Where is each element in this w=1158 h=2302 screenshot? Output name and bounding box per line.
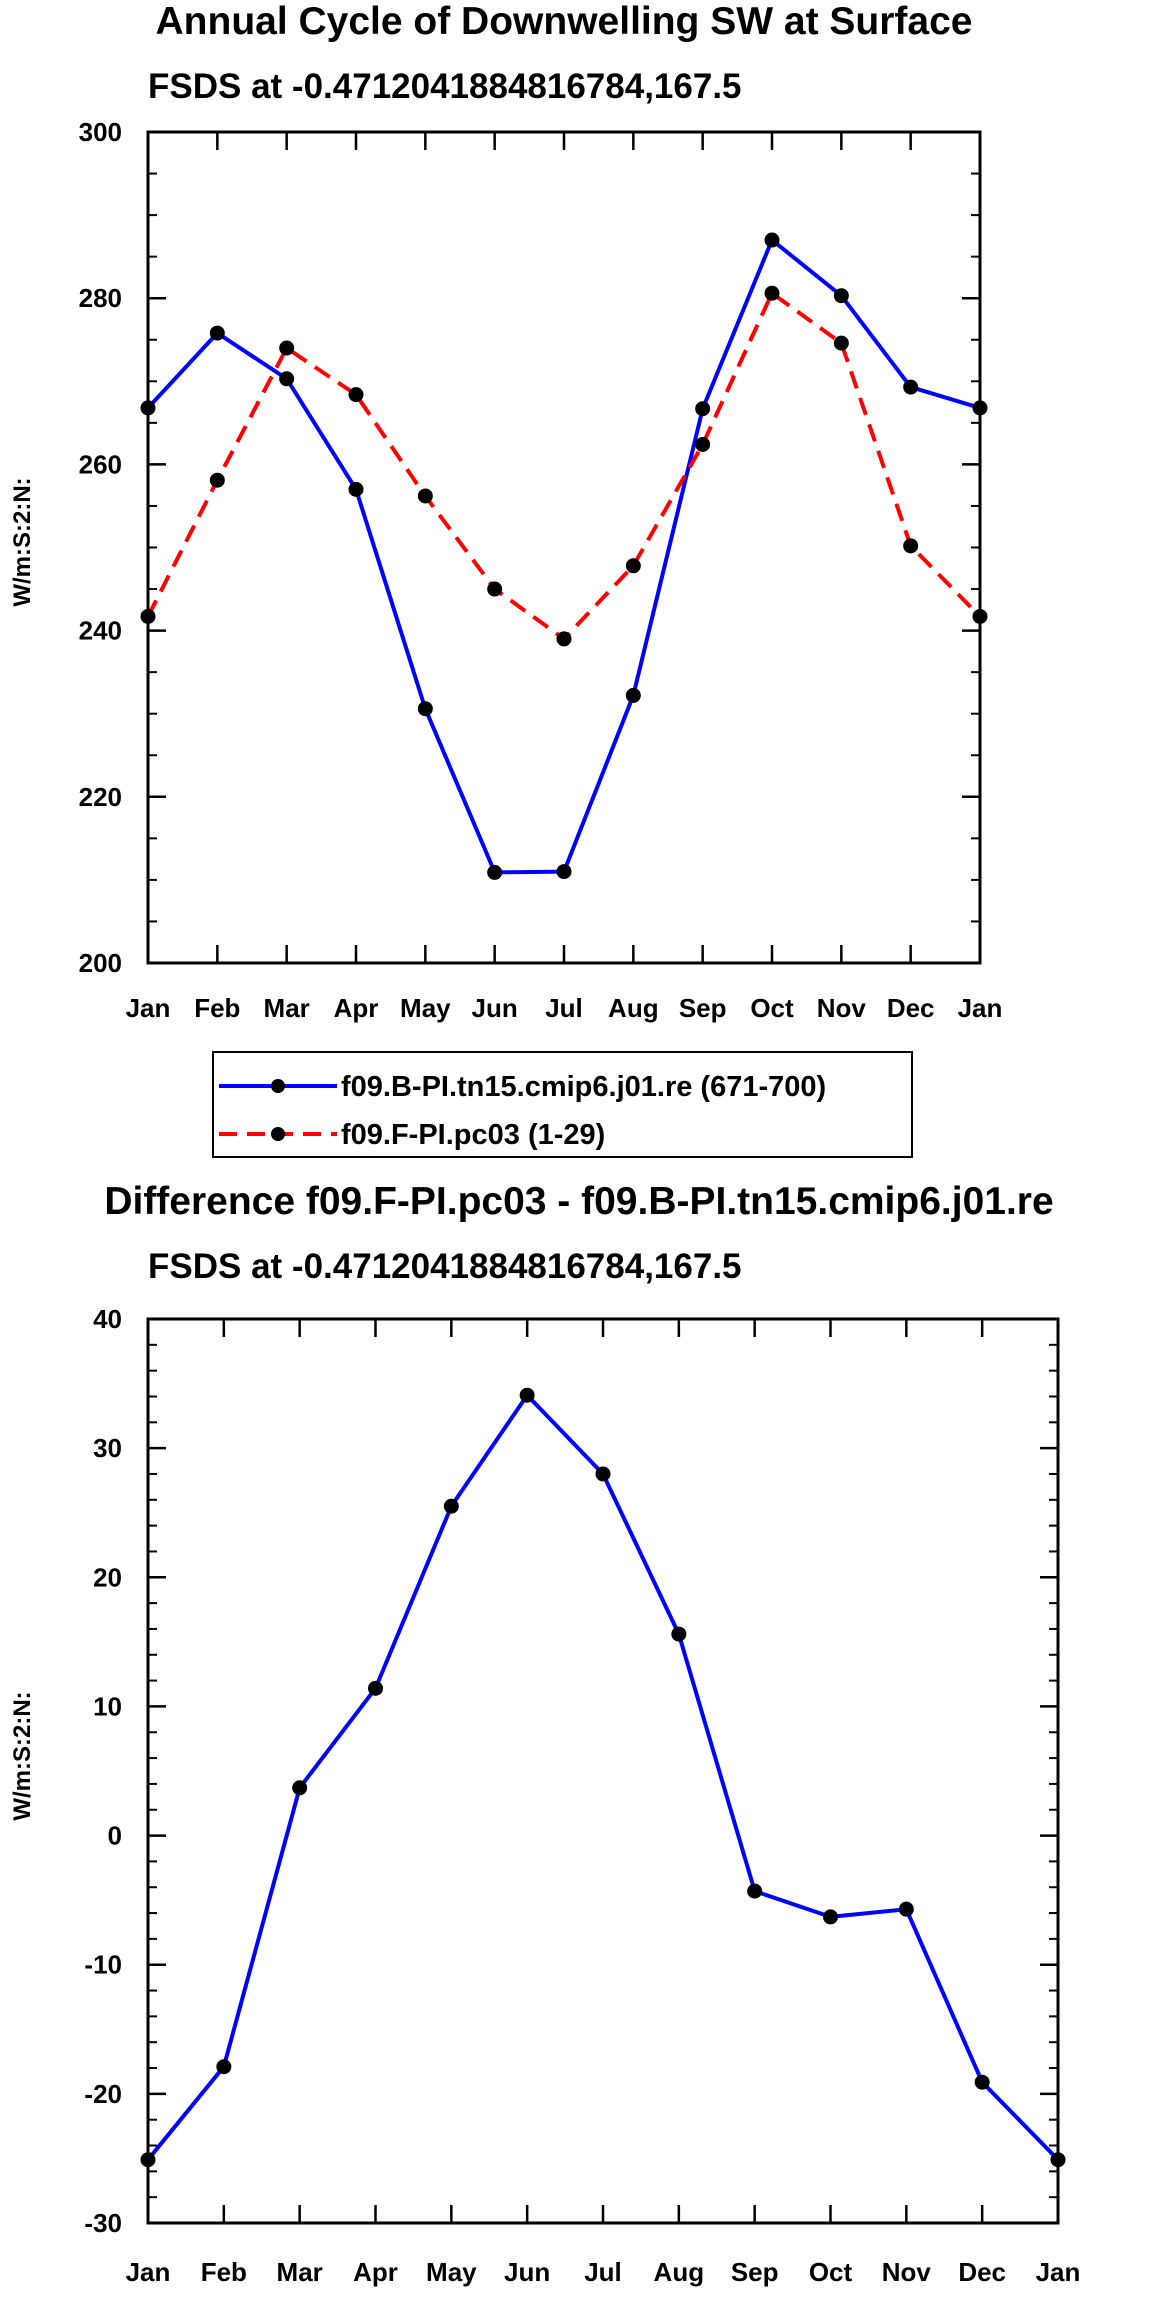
x-tick-label: Jan (126, 993, 171, 1023)
y-tick-label: 30 (93, 1433, 122, 1463)
data-point-series-2 (348, 387, 364, 403)
data-point-series-1 (747, 1883, 763, 1899)
x-tick-label: Sep (679, 993, 727, 1023)
x-tick-label: Jul (584, 2257, 622, 2287)
x-tick-label: Sep (731, 2257, 779, 2287)
series-line-1 (146, 238, 981, 875)
plot-frame (146, 1317, 1060, 2225)
data-point-series-2 (903, 538, 919, 554)
chart-title: Difference f09.F-PI.pc03 - f09.B-PI.tn15… (104, 1180, 1053, 1223)
data-point-series-1 (140, 2152, 156, 2168)
x-tick-label: Aug (608, 993, 659, 1023)
y-tick-label: 240 (79, 616, 122, 646)
data-point-series-2 (764, 285, 780, 301)
x-tick-label: Feb (201, 2257, 247, 2287)
data-point-series-1 (972, 400, 988, 416)
data-point-series-1 (764, 232, 780, 248)
x-tick-label: Jun (504, 2257, 550, 2287)
y-tick-label: 0 (108, 1821, 122, 1851)
y-axis-label: W/m:S:2:N: (9, 1691, 36, 1820)
y-tick-label: 220 (79, 782, 122, 812)
data-point-series-1 (443, 1498, 459, 1514)
x-tick-label: Jan (1036, 2257, 1081, 2287)
x-tick-label: Jul (545, 993, 583, 1023)
y-tick-label: 200 (79, 948, 122, 978)
y-tick-label: 20 (93, 1562, 122, 1592)
x-tick-label: Jan (126, 2257, 171, 2287)
data-point-series-1 (292, 1780, 308, 1796)
data-point-series-1 (140, 400, 156, 416)
data-point-series-1 (595, 1466, 611, 1482)
data-point-series-1 (898, 1901, 914, 1917)
data-point-series-1 (487, 864, 503, 880)
x-tick-label: May (426, 2257, 477, 2287)
data-point-series-1 (556, 864, 572, 880)
data-point-series-1 (671, 1626, 687, 1642)
legend-label-series-2: f09.F-PI.pc03 (1-29) (341, 1119, 605, 1151)
data-point-series-1 (209, 325, 225, 341)
x-tick-label: Nov (882, 2257, 932, 2287)
y-tick-label: 10 (93, 1691, 122, 1721)
data-point-series-2 (417, 488, 433, 504)
y-tick-label: -10 (84, 1950, 122, 1980)
chart-subtitle: FSDS at -0.4712041884816784,167.5 (148, 67, 742, 106)
data-point-series-2 (695, 436, 711, 452)
legend: f09.B-PI.tn15.cmip6.j01.re (671-700) f09… (212, 1051, 913, 1158)
x-tick-label: Mar (264, 993, 310, 1023)
data-point-series-1 (216, 2059, 232, 2075)
x-tick-label: Mar (277, 2257, 323, 2287)
x-tick-label: May (400, 993, 451, 1023)
data-point-series-1 (695, 401, 711, 417)
x-tick-label: Dec (887, 993, 935, 1023)
x-tick-label: Feb (194, 993, 240, 1023)
data-point-series-2 (279, 340, 295, 356)
x-tick-label: Apr (353, 2257, 398, 2287)
y-tick-label: -30 (84, 2208, 122, 2238)
x-tick-label: Jun (472, 993, 518, 1023)
x-tick-label: Aug (654, 2257, 705, 2287)
y-tick-label: 280 (79, 283, 122, 313)
data-point-series-1 (833, 288, 849, 304)
data-point-series-1 (823, 1909, 838, 1925)
x-tick-label: Nov (817, 993, 867, 1023)
series-line-2 (146, 291, 982, 641)
x-tick-label: Dec (958, 2257, 1006, 2287)
data-point-series-2 (625, 558, 641, 574)
data-point-series-2 (972, 608, 988, 624)
x-tick-label: Jan (958, 993, 1003, 1023)
data-point-series-2 (833, 335, 849, 351)
legend-box (212, 1051, 913, 1158)
data-point-series-2 (487, 581, 503, 597)
series-line-1 (146, 1393, 1060, 2162)
data-point-series-1 (368, 1680, 383, 1696)
data-point-series-1 (348, 481, 364, 497)
y-axis-label: W/m:S:2:N: (9, 477, 36, 606)
data-point-series-1 (974, 2074, 990, 2090)
data-point-series-1 (279, 371, 295, 387)
data-point-series-2 (556, 631, 572, 647)
data-point-series-1 (625, 687, 641, 703)
data-point-series-2 (140, 608, 156, 624)
legend-marker-series-2 (271, 1127, 285, 1141)
legend-marker-series-1 (271, 1079, 285, 1093)
legend-label-series-1: f09.B-PI.tn15.cmip6.j01.re (671-700) (341, 1071, 826, 1103)
y-tick-label: 300 (79, 117, 122, 147)
y-tick-label: 40 (93, 1304, 122, 1334)
data-point-series-1 (417, 701, 433, 717)
x-tick-label: Apr (334, 993, 379, 1023)
plot-frame (146, 130, 982, 965)
y-tick-label: -20 (84, 2079, 122, 2109)
y-tick-label: 260 (79, 449, 122, 479)
x-tick-label: Oct (750, 993, 794, 1023)
data-point-series-1 (903, 379, 919, 395)
data-point-series-2 (209, 472, 225, 488)
data-point-series-1 (1050, 2152, 1066, 2168)
chart-subtitle: FSDS at -0.4712041884816784,167.5 (148, 1247, 742, 1286)
x-tick-label: Oct (809, 2257, 853, 2287)
data-point-series-1 (519, 1387, 535, 1403)
chart-title: Annual Cycle of Downwelling SW at Surfac… (156, 0, 973, 43)
